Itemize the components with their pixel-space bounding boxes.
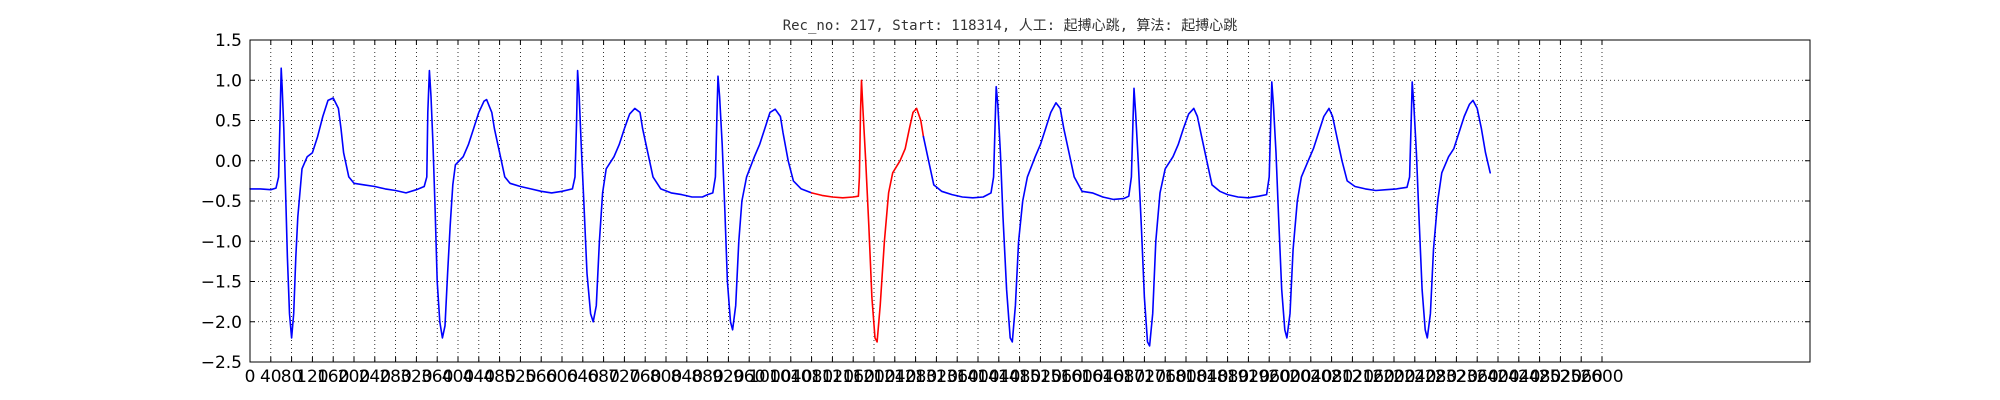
x-tick-label: 1560 — [1040, 367, 1083, 387]
x-tick-label: 2600 — [1580, 367, 1623, 387]
x-tick-label: 1480 — [998, 367, 1041, 387]
x-tick-label: 800 — [650, 367, 682, 387]
x-tick-label: 1160 — [832, 367, 875, 387]
x-axis: 0 40 8012016020024028032036040044048052056… — [245, 40, 1624, 387]
y-tick-label: −1.0 — [201, 232, 242, 252]
x-tick-label: 2400 — [1476, 367, 1519, 387]
x-tick-label: 1200 — [852, 367, 895, 387]
x-tick-label: 240 — [359, 367, 391, 387]
x-tick-label: 1080 — [790, 367, 833, 387]
y-tick-label: 1.5 — [215, 31, 242, 51]
x-tick-label: 280 — [379, 367, 411, 387]
x-tick-label: 1760 — [1144, 367, 1187, 387]
x-tick-label: 440 — [463, 367, 495, 387]
x-tick-label: 760 — [629, 367, 661, 387]
x-tick-label: 680 — [587, 367, 619, 387]
x-tick-label: 1400 — [956, 367, 999, 387]
x-tick-label: 2320 — [1435, 367, 1478, 387]
x-tick-label: 2360 — [1456, 367, 1499, 387]
y-tick-label: −2.5 — [201, 353, 242, 373]
y-tick-label: 0.5 — [215, 112, 242, 132]
x-tick-label: 840 — [671, 367, 703, 387]
x-tick-label: 1720 — [1123, 367, 1166, 387]
x-tick-label: 1880 — [1206, 367, 1249, 387]
series-line-2 — [922, 81, 1491, 347]
x-tick-label: 1280 — [894, 367, 937, 387]
x-tick-label: 2000 — [1268, 367, 1311, 387]
x-tick-label: 2440 — [1497, 367, 1540, 387]
x-tick-label: 960 — [733, 367, 765, 387]
x-tick-label: 2560 — [1560, 367, 1603, 387]
x-tick-label: 400 — [442, 367, 474, 387]
x-tick-label: 480 — [483, 367, 515, 387]
x-tick-label: 360 — [421, 367, 453, 387]
x-tick-label: 1520 — [1019, 367, 1062, 387]
x-tick-label: 920 — [712, 367, 744, 387]
x-tick-label: 2480 — [1518, 367, 1561, 387]
x-tick-label: 600 — [546, 367, 578, 387]
y-tick-label: 1.0 — [215, 71, 242, 91]
x-tick-label: 1800 — [1164, 367, 1207, 387]
x-tick-label: 1240 — [873, 367, 916, 387]
x-tick-label: 120 — [296, 367, 328, 387]
x-tick-label: 1640 — [1081, 367, 1124, 387]
x-tick-label: 1920 — [1227, 367, 1270, 387]
series-line-1 — [810, 79, 925, 343]
y-tick-label: −1.5 — [201, 273, 242, 293]
x-tick-label: 80 — [281, 367, 303, 387]
x-tick-label: 560 — [525, 367, 557, 387]
x-tick-label: 2240 — [1393, 367, 1436, 387]
x-tick-label: 1120 — [811, 367, 854, 387]
x-tick-label: 1600 — [1060, 367, 1103, 387]
series-layer — [249, 67, 1491, 347]
x-tick-label: 0 — [245, 367, 256, 387]
grid — [249, 39, 1810, 363]
x-tick-label: 1320 — [915, 367, 958, 387]
x-tick-label: 2040 — [1289, 367, 1332, 387]
x-tick-label: 1680 — [1102, 367, 1145, 387]
x-tick-label: 2120 — [1331, 367, 1374, 387]
x-tick-label: 2200 — [1372, 367, 1415, 387]
x-tick-label: 1040 — [769, 367, 812, 387]
chart-title: Rec_no: 217, Start: 118314, 人工: 起搏心跳, 算法… — [783, 17, 1238, 34]
x-tick-label: 1440 — [977, 367, 1020, 387]
x-tick-label: 2080 — [1310, 367, 1353, 387]
x-tick-label: 1360 — [936, 367, 979, 387]
series-line-0 — [249, 67, 813, 339]
x-tick-label: 1840 — [1185, 367, 1228, 387]
x-tick-label: 160 — [317, 367, 349, 387]
x-tick-label: 1960 — [1248, 367, 1291, 387]
x-tick-label: 640 — [567, 367, 599, 387]
x-tick-label: 200 — [338, 367, 370, 387]
x-tick-label: 40 — [260, 367, 282, 387]
x-tick-label: 1000 — [748, 367, 791, 387]
x-tick-label: 880 — [691, 367, 723, 387]
x-tick-label: 720 — [608, 367, 640, 387]
x-tick-label: 2160 — [1352, 367, 1395, 387]
y-tick-label: 0.0 — [215, 152, 242, 172]
x-tick-label: 320 — [400, 367, 432, 387]
y-axis: −2.5 −2.0 −1.5 −1.0 −0.5 0.0 0.5 1.0 1.5 — [201, 31, 1810, 373]
x-tick-label: 2280 — [1414, 367, 1457, 387]
y-tick-label: −2.0 — [201, 313, 242, 333]
x-tick-label: 520 — [504, 367, 536, 387]
y-tick-label: −0.5 — [201, 192, 242, 212]
x-tick-label: 2520 — [1539, 367, 1582, 387]
